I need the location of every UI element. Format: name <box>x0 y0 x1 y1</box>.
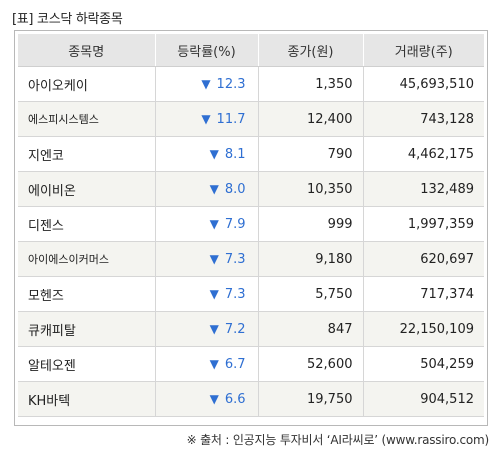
table-row: 큐캐피탈 ▼ 7.2 847 22,150,109 <box>18 311 484 347</box>
stock-name: KH바텍 <box>18 381 155 417</box>
trade-volume: 504,259 <box>362 346 484 382</box>
close-price: 790 <box>257 136 363 172</box>
table-title: [표] 코스닥 하락종목 <box>12 12 123 27</box>
change-rate: ▼ 8.1 <box>154 136 258 172</box>
stock-name: 아이에스이커머스 <box>18 241 155 277</box>
stock-table: 종목명 등락률(%) 종가(원) 거래량(주) 아이오케이 ▼ 12.3 1,350 4… <box>18 34 484 417</box>
close-price: 12,400 <box>257 101 363 137</box>
change-rate-value: 11.7 <box>216 111 246 127</box>
table-row: 지엔코 ▼ 8.1 790 4,462,175 <box>18 136 484 172</box>
header-rate: 등락률(%) <box>154 34 258 67</box>
change-rate: ▼ 6.7 <box>154 346 258 382</box>
table-row: 아이에스이커머스 ▼ 7.3 9,180 620,697 <box>18 241 484 277</box>
close-price: 52,600 <box>257 346 363 382</box>
change-rate: ▼ 7.9 <box>154 206 258 242</box>
trade-volume: 620,697 <box>362 241 484 277</box>
change-rate-value: 7.2 <box>224 321 246 337</box>
table-row: 아이오케이 ▼ 12.3 1,350 45,693,510 <box>18 66 484 102</box>
stock-name: 지엔코 <box>18 136 155 172</box>
close-price: 1,350 <box>257 66 363 102</box>
stock-name: 알테오젠 <box>18 346 155 382</box>
down-triangle-icon: ▼ <box>209 146 219 161</box>
down-triangle-icon: ▼ <box>201 111 211 126</box>
close-price: 19,750 <box>257 381 363 417</box>
trade-volume: 1,997,359 <box>362 206 484 242</box>
stock-name: 아이오케이 <box>18 66 155 102</box>
table-row: KH바텍 ▼ 6.6 19,750 904,512 <box>18 381 484 417</box>
down-triangle-icon: ▼ <box>201 76 211 91</box>
down-triangle-icon: ▼ <box>209 286 219 301</box>
change-rate-value: 7.3 <box>224 286 246 302</box>
trade-volume: 22,150,109 <box>362 311 484 347</box>
down-triangle-icon: ▼ <box>209 181 219 196</box>
close-price: 9,180 <box>257 241 363 277</box>
change-rate-value: 12.3 <box>216 76 246 92</box>
header-row: 종목명 등락률(%) 종가(원) 거래량(주) <box>18 34 484 67</box>
down-triangle-icon: ▼ <box>209 356 219 371</box>
down-triangle-icon: ▼ <box>209 251 219 266</box>
trade-volume: 4,462,175 <box>362 136 484 172</box>
change-rate-value: 6.7 <box>224 356 246 372</box>
close-price: 999 <box>257 206 363 242</box>
table-row: 디젠스 ▼ 7.9 999 1,997,359 <box>18 206 484 242</box>
change-rate: ▼ 7.2 <box>154 311 258 347</box>
close-price: 5,750 <box>257 276 363 312</box>
change-rate-value: 8.0 <box>224 181 246 197</box>
stock-name: 에이비온 <box>18 171 155 207</box>
table-row: 에스피시스템스 ▼ 11.7 12,400 743,128 <box>18 101 484 137</box>
header-name: 종목명 <box>18 34 155 67</box>
change-rate-value: 7.3 <box>224 251 246 267</box>
table-row: 모헨즈 ▼ 7.3 5,750 717,374 <box>18 276 484 312</box>
stock-name: 모헨즈 <box>18 276 155 312</box>
change-rate: ▼ 6.6 <box>154 381 258 417</box>
change-rate: ▼ 12.3 <box>154 66 258 102</box>
change-rate-value: 7.9 <box>224 216 246 232</box>
close-price: 847 <box>257 311 363 347</box>
trade-volume: 132,489 <box>362 171 484 207</box>
down-triangle-icon: ▼ <box>209 321 219 336</box>
source-footer: ※ 출처 : 인공지능 투자비서 ‘AI라씨로’ (www.rassiro.co… <box>186 433 490 447</box>
trade-volume: 717,374 <box>362 276 484 312</box>
header-volume: 거래량(주) <box>362 34 484 67</box>
change-rate: ▼ 7.3 <box>154 241 258 277</box>
change-rate: ▼ 11.7 <box>154 101 258 137</box>
change-rate-value: 8.1 <box>224 146 246 162</box>
header-close: 종가(원) <box>257 34 363 67</box>
change-rate-value: 6.6 <box>224 391 246 407</box>
stock-name: 에스피시스템스 <box>18 101 155 137</box>
table-frame <box>14 30 488 426</box>
down-triangle-icon: ▼ <box>209 216 219 231</box>
change-rate: ▼ 8.0 <box>154 171 258 207</box>
stock-name: 디젠스 <box>18 206 155 242</box>
close-price: 10,350 <box>257 171 363 207</box>
down-triangle-icon: ▼ <box>209 391 219 406</box>
stock-name: 큐캐피탈 <box>18 311 155 347</box>
trade-volume: 904,512 <box>362 381 484 417</box>
table-row: 에이비온 ▼ 8.0 10,350 132,489 <box>18 171 484 207</box>
table-row: 알테오젠 ▼ 6.7 52,600 504,259 <box>18 346 484 382</box>
change-rate: ▼ 7.3 <box>154 276 258 312</box>
trade-volume: 743,128 <box>362 101 484 137</box>
trade-volume: 45,693,510 <box>362 66 484 102</box>
